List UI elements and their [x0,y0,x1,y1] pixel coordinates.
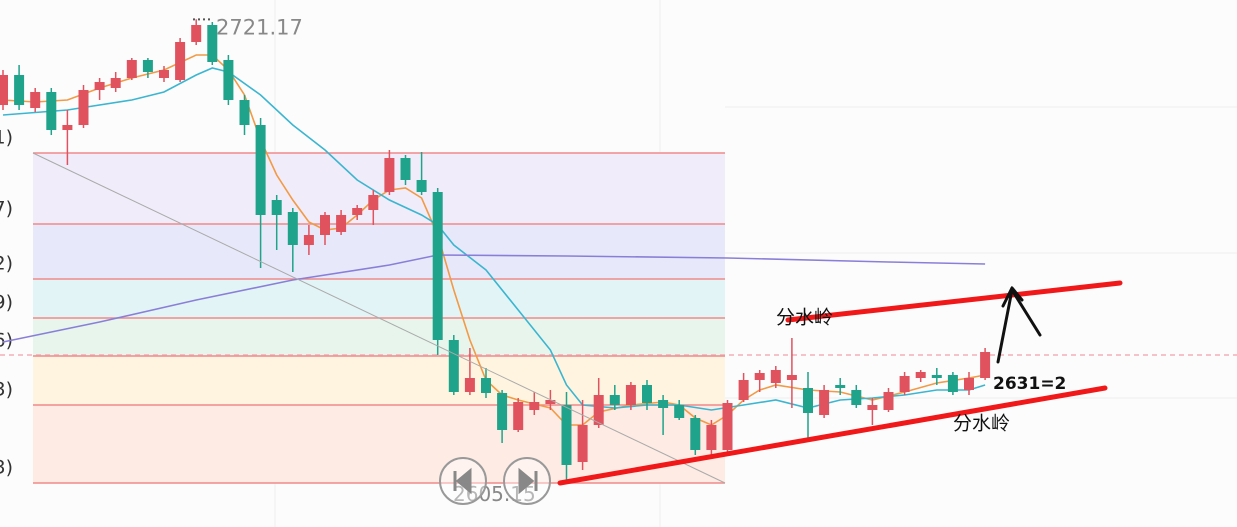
candle-body [94,82,105,90]
candle-body [110,78,121,88]
candle-body [819,390,830,415]
note: 分水岭 [953,413,1010,435]
candle-body [770,370,781,383]
candle-body [690,418,701,450]
ma-line [2,54,986,426]
candle-body [142,60,153,72]
candle-body [674,405,685,418]
candle-body [78,90,89,125]
button-icon [453,467,472,495]
candle-body [722,403,733,450]
candle-body [835,385,846,388]
candle-body [513,402,524,430]
ma-line [2,67,986,411]
candle-body [851,390,862,405]
candle-body [593,395,604,425]
candle-body [207,25,218,62]
candle-body [14,75,25,105]
fib-band [33,405,725,483]
candle-body [0,75,8,105]
fib-label: 9) [0,292,13,314]
candle-body [352,208,363,215]
candle-body [175,42,186,80]
candle-body [416,180,427,192]
candle-body [448,340,459,392]
candle-body [658,400,669,408]
candle-body [754,373,765,380]
candle-body [223,60,234,100]
candle-body [497,393,508,430]
candle-body [706,425,717,450]
candle-body [931,375,942,378]
candle-body [62,125,73,130]
ma-line [2,254,986,343]
candle-body [786,375,797,380]
fib-band [33,224,725,279]
candle-body [609,395,620,405]
candle-body [384,158,395,192]
candle-body [432,192,443,340]
channel-line [557,385,1108,486]
candle-body [464,378,475,392]
candle-body [368,195,379,210]
candle-body [867,405,878,410]
candle-body [915,372,926,378]
candle-body [303,235,314,245]
candle-body [400,158,411,180]
note: 2631=2 [993,374,1066,394]
fib-label: 3) [0,457,13,479]
fib-label: 3) [0,379,13,401]
note: 分水岭 [776,307,833,329]
fib-band [33,153,725,224]
high-label: 2721.17 [216,15,303,39]
candle-body [738,380,749,400]
replay-back-button[interactable] [439,457,487,505]
candle-body [287,212,298,245]
candle-body [239,100,250,125]
candle-body [980,352,991,378]
fib-label: 1) [0,127,13,149]
button-icon [518,467,538,495]
fib-band [33,356,725,405]
candle-body [642,385,652,403]
fib-band [33,279,725,318]
fib-label: 2) [0,253,13,275]
candle-body [159,70,169,78]
candle-body [30,92,41,108]
candle-body [271,200,282,215]
candle-body [255,125,266,215]
channel-line [785,280,1123,323]
fib-band [33,318,725,356]
candle-body [481,378,491,393]
candle-body [336,215,347,232]
candle-body [625,385,636,405]
candle-body [126,60,137,78]
candle-body [529,402,540,410]
candle-body [947,375,958,392]
candle-body [545,400,556,404]
replay-forward-button[interactable] [503,457,551,505]
fib-label: 7) [0,198,13,220]
candle-body [46,92,57,130]
candle-body [191,25,202,42]
candle-body [561,405,572,465]
candle-body [964,378,974,390]
candle-body [803,388,813,413]
candle-body [883,392,894,410]
candle-body [899,376,910,392]
candle-body [320,215,330,235]
trend-line [32,152,726,484]
candle-body [577,425,588,462]
arrow [996,285,1042,364]
